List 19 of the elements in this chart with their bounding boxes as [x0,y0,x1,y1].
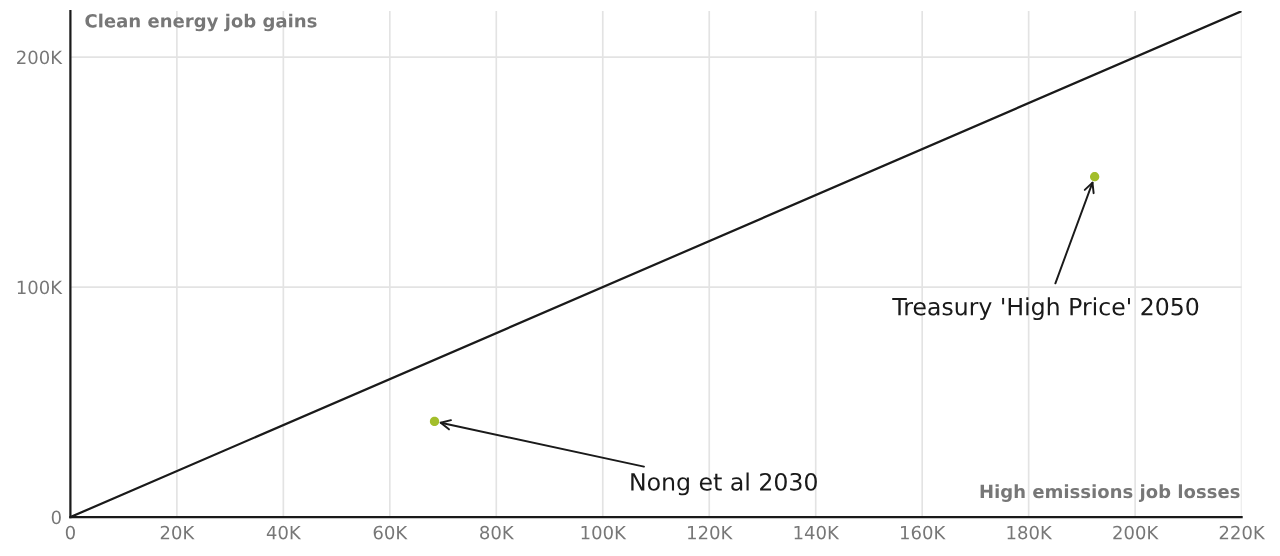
y-axis-title: Clean energy job gains [85,13,317,32]
y-tick-label: 100K [17,280,63,295]
x-tick-label: 0 [65,525,75,540]
x-tick-label: 60K [373,525,408,540]
y-tick-label: 200K [17,50,63,65]
x-tick-label: 140K [794,525,840,540]
x-tick-label: 40K [266,525,302,540]
annotation: Nong et al 2030 [631,472,817,496]
x-tick-label: 220K [1219,525,1266,540]
x-tick-label: 160K [901,525,946,540]
y-tick-label: 0 [51,510,61,525]
x-tick-label: 100K [581,525,627,540]
x-tick-label: 20K [160,525,195,540]
annotation: Treasury 'High Price' 2050 [892,297,1199,321]
x-tick-label: 200K [1113,525,1159,540]
x-tick-label: 180K [1007,525,1053,540]
x-tick-label: 80K [480,525,515,540]
x-axis-title: High emissions job losses [980,484,1240,502]
x-tick-label: 120K [688,525,733,540]
